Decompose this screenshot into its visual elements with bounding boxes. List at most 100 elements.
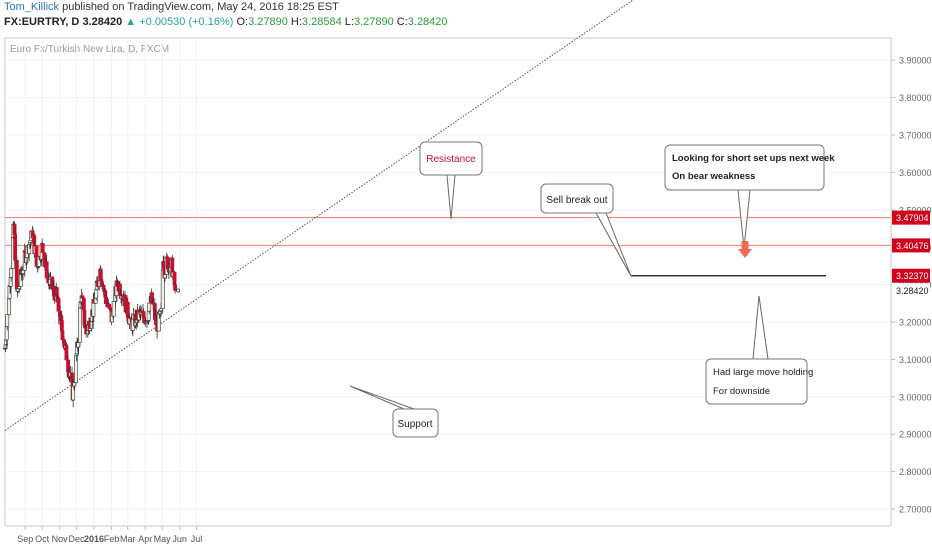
y-tick-label: 3.80000 bbox=[899, 93, 932, 103]
y-tick-label: 3.50000 bbox=[899, 205, 932, 215]
callout-large-line1: Had large move holding bbox=[713, 367, 813, 378]
last-price-dot bbox=[176, 288, 181, 293]
candle-down bbox=[99, 279, 104, 282]
x-tick-label: Jun bbox=[172, 534, 187, 544]
candle-up bbox=[93, 297, 98, 304]
callout-sell-box bbox=[540, 183, 614, 214]
candle-down bbox=[81, 297, 86, 311]
x-tick-label: 2016 bbox=[84, 534, 104, 544]
candle-down bbox=[44, 261, 49, 279]
last-price-label-bg bbox=[892, 283, 930, 298]
candle-up bbox=[147, 302, 152, 312]
x-tick-label: Sep bbox=[17, 534, 33, 544]
candle-up bbox=[5, 314, 10, 327]
y-tick-label: 2.70000 bbox=[899, 505, 932, 515]
candle-up bbox=[159, 308, 163, 312]
callout-sell-text: Sell break out bbox=[546, 195, 607, 206]
x-tick-label: Oct bbox=[35, 534, 50, 544]
candle-up bbox=[24, 257, 29, 263]
callout-resistance-pointer bbox=[446, 174, 456, 220]
candle-up bbox=[78, 307, 82, 343]
low-label: L: bbox=[344, 16, 354, 28]
chart-title: Euro Fx/Turkish New Lira, D, FXCM bbox=[10, 44, 169, 55]
callout-short-pointer bbox=[737, 189, 751, 249]
candle-down bbox=[107, 303, 112, 308]
candle-down bbox=[98, 268, 103, 280]
y-tick-label: 3.10000 bbox=[899, 355, 932, 365]
candle-down bbox=[59, 315, 64, 321]
candle-down bbox=[56, 297, 61, 312]
y-tick-label: 3.90000 bbox=[899, 56, 932, 66]
open-label: O: bbox=[236, 16, 249, 28]
breakout-price-label: 3.32370 bbox=[896, 271, 929, 281]
candle-up bbox=[8, 277, 13, 287]
callout-sell-pointer bbox=[595, 212, 632, 277]
candle-down bbox=[14, 259, 19, 290]
author-link[interactable]: Tom_Killick bbox=[4, 1, 60, 13]
callout-support-pointer bbox=[349, 385, 415, 410]
candle-down bbox=[103, 296, 108, 304]
candle-down bbox=[80, 295, 85, 299]
symbol-label: FX:EURTRY, D bbox=[4, 16, 80, 28]
level-price-label: 3.47904 bbox=[896, 213, 929, 223]
level-price-label-bg bbox=[892, 210, 930, 225]
callout-support-text: Support bbox=[397, 419, 432, 430]
last-price: 3.28420 bbox=[82, 16, 123, 28]
candle-up bbox=[28, 239, 33, 243]
candle-down bbox=[82, 309, 87, 326]
callout-large-move[interactable]: Had large move holding For downside bbox=[705, 295, 813, 405]
support-line bbox=[4, 0, 634, 431]
last-price-label: 3.28420 bbox=[896, 286, 929, 296]
callout-large-pointer bbox=[752, 295, 769, 360]
candle-up bbox=[94, 289, 99, 299]
candle-up bbox=[163, 274, 167, 279]
symbol-header: FX:EURTRY, D 3.28420 ▲ +0.00530 (+0.16%)… bbox=[4, 16, 448, 28]
candle-down bbox=[103, 290, 108, 298]
callout-sell-breakout[interactable]: Sell break out bbox=[540, 183, 632, 277]
level-lines bbox=[5, 217, 891, 277]
x-tick-label: Apr bbox=[138, 534, 152, 544]
candle-up bbox=[76, 342, 81, 348]
price-change: +0.00530 (+0.16%) bbox=[139, 16, 234, 28]
callout-support-box bbox=[392, 408, 439, 438]
callout-large-box bbox=[705, 358, 808, 405]
plot-frame bbox=[4, 37, 892, 527]
y-tick-label: 3.00000 bbox=[899, 392, 932, 402]
y-tick-label: 3.60000 bbox=[899, 168, 932, 178]
close-value: 3.28420 bbox=[407, 16, 448, 28]
x-tick-label: Jul bbox=[191, 534, 203, 544]
y-tick-label: 2.80000 bbox=[899, 467, 932, 477]
callout-short-box bbox=[664, 144, 825, 191]
candle-down bbox=[40, 243, 45, 253]
callout-large-line2: For downside bbox=[713, 386, 770, 397]
publish-header: Tom_Killick published on TradingView.com… bbox=[4, 1, 339, 13]
callout-support[interactable]: Support bbox=[349, 385, 439, 438]
callout-resistance-box bbox=[419, 141, 483, 176]
candle-up bbox=[21, 269, 25, 274]
high-value: 3.28584 bbox=[301, 16, 342, 28]
candle-down bbox=[64, 344, 69, 361]
candle-down bbox=[173, 284, 178, 291]
callout-resistance[interactable]: Resistance bbox=[419, 141, 483, 220]
y-tick-label: 2.90000 bbox=[899, 430, 932, 440]
open-value: 3.27890 bbox=[248, 16, 288, 28]
callout-short-setups[interactable]: Looking for short set ups next week On b… bbox=[664, 144, 835, 249]
level-price-label: 3.40476 bbox=[896, 241, 929, 251]
candle-up bbox=[85, 330, 90, 335]
candle-down bbox=[59, 320, 64, 332]
candle-down bbox=[66, 359, 70, 373]
candle-down bbox=[99, 281, 104, 286]
candle-up bbox=[72, 382, 77, 387]
candle-up bbox=[27, 242, 32, 245]
grid bbox=[5, 38, 891, 526]
candle-up bbox=[4, 326, 9, 341]
low-value: 3.27890 bbox=[353, 16, 394, 28]
down-arrow-icon bbox=[738, 241, 752, 258]
y-tick-label: 3.70000 bbox=[899, 131, 932, 141]
candles bbox=[3, 220, 181, 408]
callout-short-line1: Looking for short set ups next week bbox=[672, 153, 835, 164]
price-labels: 3.47904 3.40476 3.32370 3.28420 bbox=[892, 210, 930, 298]
candle-down bbox=[60, 330, 65, 340]
candle-down bbox=[172, 271, 177, 286]
